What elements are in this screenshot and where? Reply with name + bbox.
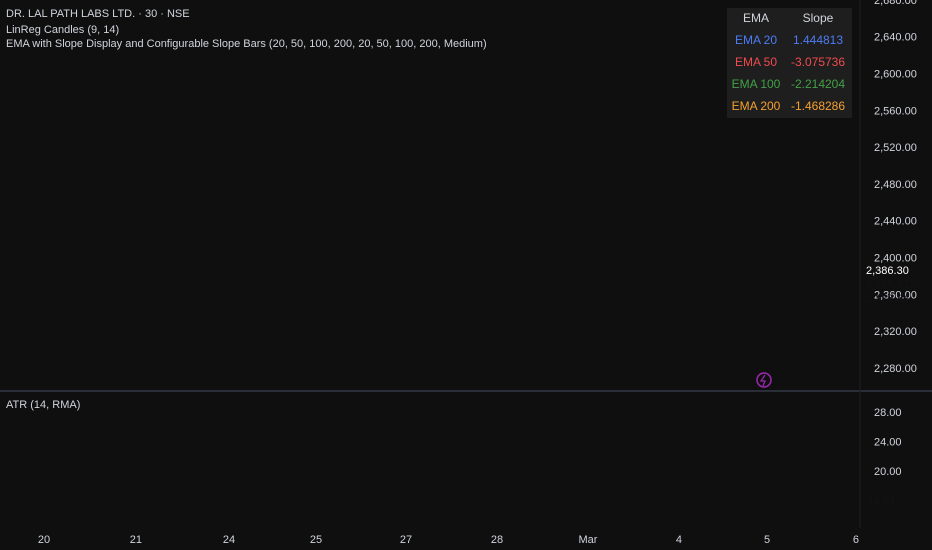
y-tick-label: 2,680.00 xyxy=(874,0,917,7)
table-slope-value: -1.468286 xyxy=(791,99,845,113)
x-tick-label: 21 xyxy=(130,534,142,546)
y-tick-label: 2,440.00 xyxy=(874,216,917,228)
x-tick-label: 20 xyxy=(38,534,50,546)
y-tick-label: 2,520.00 xyxy=(874,142,917,154)
x-tick-label: 27 xyxy=(400,534,412,546)
y-tick-label: 24.00 xyxy=(874,437,902,449)
y-tick-label: 2,480.00 xyxy=(874,179,917,191)
price-label: 2,375.8716 xyxy=(866,279,921,291)
table-slope-value: 1.444813 xyxy=(793,33,843,47)
price-label: 2,386.30 xyxy=(866,265,909,277)
table-header: EMA xyxy=(743,11,769,25)
indicator-label: LinReg Candles (9, 14) xyxy=(6,24,119,36)
y-tick-label: 2,280.00 xyxy=(874,363,917,375)
price-label: 2,375.84 xyxy=(866,293,909,305)
x-tick-label: 28 xyxy=(491,534,503,546)
symbol-title: DR. LAL PATH LABS LTD. · 30 · NSE xyxy=(6,8,190,20)
atr-title: ATR (14, RMA) xyxy=(6,399,80,411)
y-tick-label: 2,320.00 xyxy=(874,326,917,338)
table-ema-label: EMA 100 xyxy=(732,77,781,91)
alert-icon[interactable] xyxy=(756,372,772,388)
table-background xyxy=(727,8,852,118)
y-tick-label: 28.00 xyxy=(874,407,902,419)
last-value-label: 16.01 xyxy=(868,496,896,508)
alert-icon-bolt xyxy=(759,374,766,387)
y-tick-label: 2,560.00 xyxy=(874,105,917,117)
table-ema-label: EMA 20 xyxy=(735,33,777,47)
y-tick-label: 2,640.00 xyxy=(874,32,917,44)
table-ema-label: EMA 50 xyxy=(735,55,777,69)
x-tick-label: 6 xyxy=(853,534,859,546)
y-tick-label: 2,360.00 xyxy=(874,289,917,301)
y-tick-label: 2,400.00 xyxy=(874,253,917,265)
x-tick-label: 24 xyxy=(223,534,235,546)
table-slope-value: -2.214204 xyxy=(791,77,845,91)
indicator-label: EMA with Slope Display and Configurable … xyxy=(6,38,487,50)
x-tick-label: 5 xyxy=(764,534,770,546)
x-tick-label: 25 xyxy=(310,534,322,546)
y-tick-label: 20.00 xyxy=(874,466,902,478)
table-slope-value: -3.075736 xyxy=(791,55,845,69)
y-tick-label: 2,600.00 xyxy=(874,69,917,81)
x-tick-label: Mar xyxy=(579,534,598,546)
table-ema-label: EMA 200 xyxy=(732,99,781,113)
slope-table: EMA Slope EMA 20 1.444813 EMA 50 -3.075736 E… xyxy=(727,8,852,118)
table-header: Slope xyxy=(803,11,834,25)
x-tick-label: 4 xyxy=(676,534,682,546)
label-layer: 20 21 24 25 27 28 Mar 4 5 6 2,280.00 2,320.00 2,360.… xyxy=(38,0,921,546)
